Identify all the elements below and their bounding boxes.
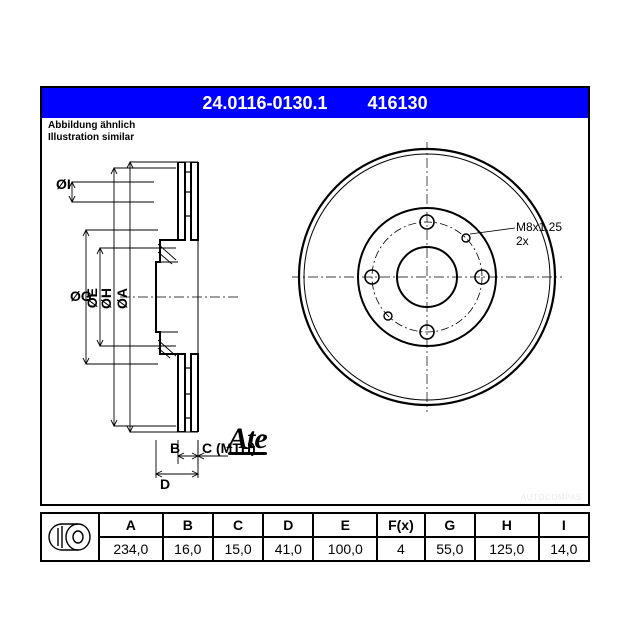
disc-icon: [42, 522, 98, 552]
disc-icon-cell: [41, 513, 99, 561]
dim-D: D: [160, 476, 170, 492]
col-C: C: [213, 513, 263, 537]
part-number: 24.0116-0130.1: [202, 93, 327, 114]
dimension-table: A B C D E F(x) G H I 234,0 16,0 15,0 41,…: [40, 512, 590, 562]
col-I: I: [539, 513, 589, 537]
watermark: AUTOCOMPAS: [521, 493, 582, 502]
table-value-row: 234,0 16,0 15,0 41,0 100,0 4 55,0 125,0 …: [41, 537, 589, 561]
dim-I: ØI: [56, 176, 71, 192]
val-H: 125,0: [475, 537, 539, 561]
dim-H: ØH: [98, 288, 114, 309]
val-A: 234,0: [99, 537, 163, 561]
val-B: 16,0: [163, 537, 213, 561]
col-G: G: [425, 513, 475, 537]
col-E: E: [313, 513, 377, 537]
col-A: A: [99, 513, 163, 537]
dimension-lines: [42, 118, 588, 504]
dim-B: B: [170, 440, 180, 456]
title-bar: 24.0116-0130.1 416130: [42, 88, 588, 118]
val-E: 100,0: [313, 537, 377, 561]
val-G: 55,0: [425, 537, 475, 561]
val-I: 14,0: [539, 537, 589, 561]
brand-text: Ate: [228, 422, 267, 455]
col-F: F(x): [377, 513, 425, 537]
table-header-row: A B C D E F(x) G H I: [41, 513, 589, 537]
drawing-sheet: 24.0116-0130.1 416130 Abbildung ähnlich …: [40, 86, 590, 506]
val-F: 4: [377, 537, 425, 561]
col-B: B: [163, 513, 213, 537]
val-C: 15,0: [213, 537, 263, 561]
technical-drawing: M8x1,25 2x: [42, 118, 588, 504]
col-H: H: [475, 513, 539, 537]
dim-A: ØA: [114, 288, 130, 309]
brand-logo: Ate: [228, 422, 267, 455]
val-D: 41,0: [263, 537, 313, 561]
col-D: D: [263, 513, 313, 537]
alt-number: 416130: [368, 93, 428, 114]
